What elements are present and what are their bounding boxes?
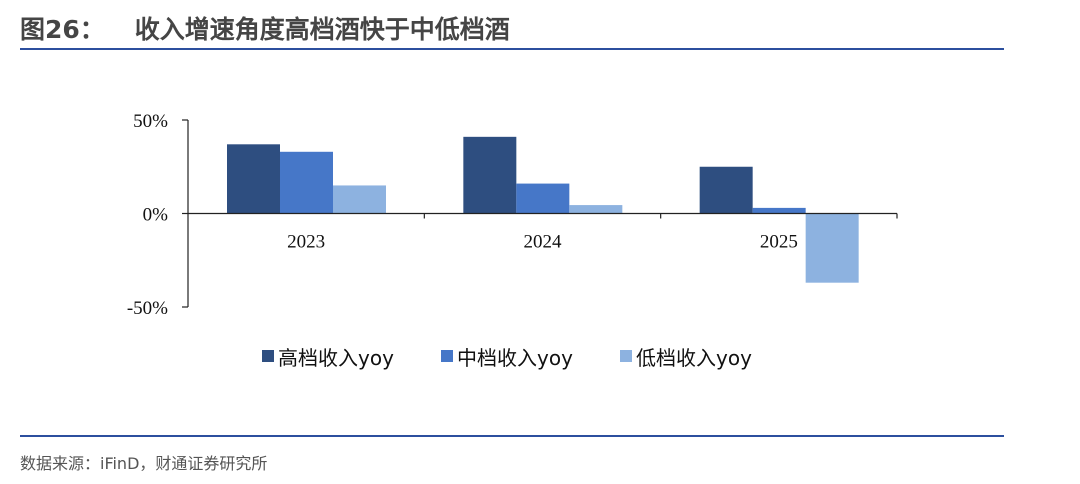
bar-2025-series-3 bbox=[805, 213, 859, 283]
bar-2025-series-1 bbox=[699, 166, 753, 214]
y-tick-label: 50% bbox=[133, 111, 168, 132]
figure-number: 图26： bbox=[20, 15, 105, 44]
bar-2024-series-1 bbox=[463, 136, 517, 214]
legend-group: 高档收入yoy 中档收入yoy 低档收入yoy bbox=[262, 346, 752, 370]
bar-2023-series-2 bbox=[280, 151, 333, 214]
figure-title-text: 收入增速角度高档酒快于中低档酒 bbox=[134, 15, 510, 44]
x-tick-label-2025: 2025 bbox=[760, 232, 798, 253]
chart-title: 图26： 收入增速角度高档酒快于中低档酒 bbox=[20, 10, 510, 46]
title-divider bbox=[20, 48, 1004, 50]
legend-swatch-2 bbox=[441, 350, 453, 362]
source-divider bbox=[20, 435, 1004, 437]
bar-2025-series-2 bbox=[752, 207, 806, 214]
source-note: 数据来源：iFinD，财通证券研究所 bbox=[20, 454, 268, 473]
legend-label-1: 高档收入yoy bbox=[278, 346, 394, 370]
legend-swatch-3 bbox=[620, 350, 632, 362]
bar-2024-series-2 bbox=[516, 183, 570, 214]
bar-chart: -50% 0% 50% 2023 2024 2025 高档收入yoy 中档收入yoy 低档收入… bbox=[127, 111, 898, 370]
y-tick-label: -50% bbox=[127, 298, 168, 319]
legend-label-2: 中档收入yoy bbox=[457, 346, 573, 370]
x-tick-label-2023: 2023 bbox=[287, 232, 325, 253]
bar-2023-series-1 bbox=[227, 144, 280, 214]
legend-swatch-1 bbox=[262, 350, 274, 362]
axes-group: -50% 0% 50% 2023 2024 2025 bbox=[127, 111, 898, 319]
x-tick-label-2024: 2024 bbox=[524, 232, 563, 253]
bar-2024-series-3 bbox=[569, 205, 623, 214]
legend-label-3: 低档收入yoy bbox=[636, 346, 752, 370]
bars-group bbox=[227, 136, 859, 283]
bar-2023-series-3 bbox=[333, 185, 386, 214]
y-tick-label: 0% bbox=[143, 205, 169, 226]
